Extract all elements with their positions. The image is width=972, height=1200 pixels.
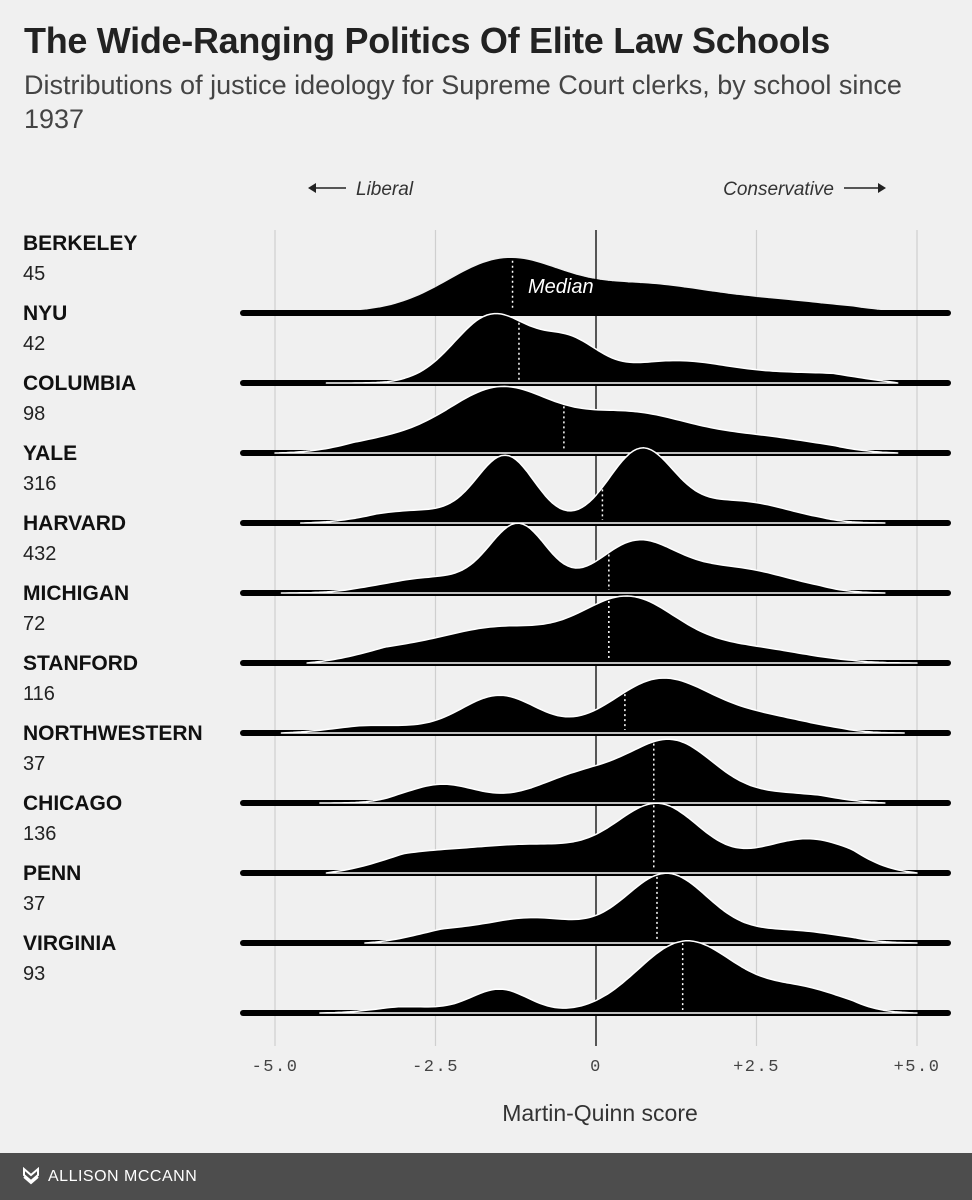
fivethirtyeight-logo-icon — [23, 1167, 39, 1185]
school-name: BERKELEY — [23, 232, 137, 255]
ridge-density-area — [274, 385, 899, 454]
author-name: ALLISON MCCANN — [48, 1168, 198, 1185]
school-name: STANFORD — [23, 652, 138, 675]
conservative-arrow-icon — [844, 183, 886, 193]
footer-bar: ALLISON MCCANN — [0, 1153, 972, 1200]
clerk-count: 136 — [23, 823, 56, 845]
ridge-density-area — [306, 595, 918, 664]
clerk-count: 432 — [23, 543, 56, 565]
school-name: COLUMBIA — [23, 372, 136, 395]
conservative-label: Conservative — [723, 179, 834, 200]
ridge-density-area — [325, 312, 899, 384]
clerk-count: 45 — [23, 263, 45, 285]
clerk-count: 93 — [23, 963, 45, 985]
ridge-yale — [240, 447, 951, 526]
x-tick-label: 0 — [590, 1058, 602, 1077]
arrow-head — [308, 183, 316, 193]
ridge-chicago — [240, 802, 951, 876]
ridge-michigan — [240, 595, 951, 666]
school-name: MICHIGAN — [23, 582, 129, 605]
school-name: VIRGINIA — [23, 932, 116, 955]
school-name: HARVARD — [23, 512, 126, 535]
clerk-count: 72 — [23, 613, 45, 635]
x-tick-label: +2.5 — [733, 1058, 780, 1077]
school-name: NYU — [23, 302, 67, 325]
arrow-head — [878, 183, 886, 193]
chart-subtitle: Distributions of justice ideology for Su… — [24, 70, 902, 134]
ridge-density-area — [299, 447, 886, 524]
clerk-count: 116 — [23, 683, 55, 705]
ridge-penn — [240, 872, 951, 946]
clerk-count: 98 — [23, 403, 45, 425]
ridge-density-area — [274, 257, 918, 314]
ridge-density-area — [280, 522, 886, 594]
x-axis-label: Martin-Quinn score — [502, 1100, 698, 1126]
clerk-count: 316 — [23, 473, 56, 495]
ridge-northwestern — [240, 738, 951, 806]
ridge-density-area — [280, 677, 905, 734]
school-name: YALE — [23, 442, 77, 465]
ridge-density-area — [319, 738, 886, 804]
x-tick-label: -5.0 — [252, 1058, 299, 1077]
liberal-arrow-icon — [308, 183, 346, 193]
ridge-columbia — [240, 385, 951, 456]
x-tick-label: -2.5 — [412, 1058, 459, 1077]
clerk-count: 37 — [23, 753, 45, 775]
ridge-density-area — [325, 802, 918, 874]
clerk-count: 37 — [23, 893, 45, 915]
ridge-stanford — [240, 677, 951, 736]
ridge-harvard — [240, 522, 951, 596]
clerk-count: 42 — [23, 333, 45, 355]
ridge-virginia — [240, 940, 951, 1016]
ridge-berkeley — [240, 257, 951, 316]
ridge-nyu — [240, 312, 951, 386]
ridgeline-chart: -5.0 -2.5 0 +2.5 +5.0 Liberal Conservative BERK… — [23, 179, 951, 1126]
school-name: NORTHWESTERN — [23, 722, 203, 745]
school-name: CHICAGO — [23, 792, 122, 815]
school-name: PENN — [23, 862, 81, 885]
chart-title: The Wide-Ranging Politics Of Elite Law S… — [24, 20, 830, 61]
median-annotation: Median — [528, 276, 594, 298]
liberal-label: Liberal — [356, 179, 414, 200]
x-tick-label: +5.0 — [894, 1058, 941, 1077]
ridge-density-area — [364, 872, 918, 944]
ridge-density-area — [319, 940, 918, 1014]
